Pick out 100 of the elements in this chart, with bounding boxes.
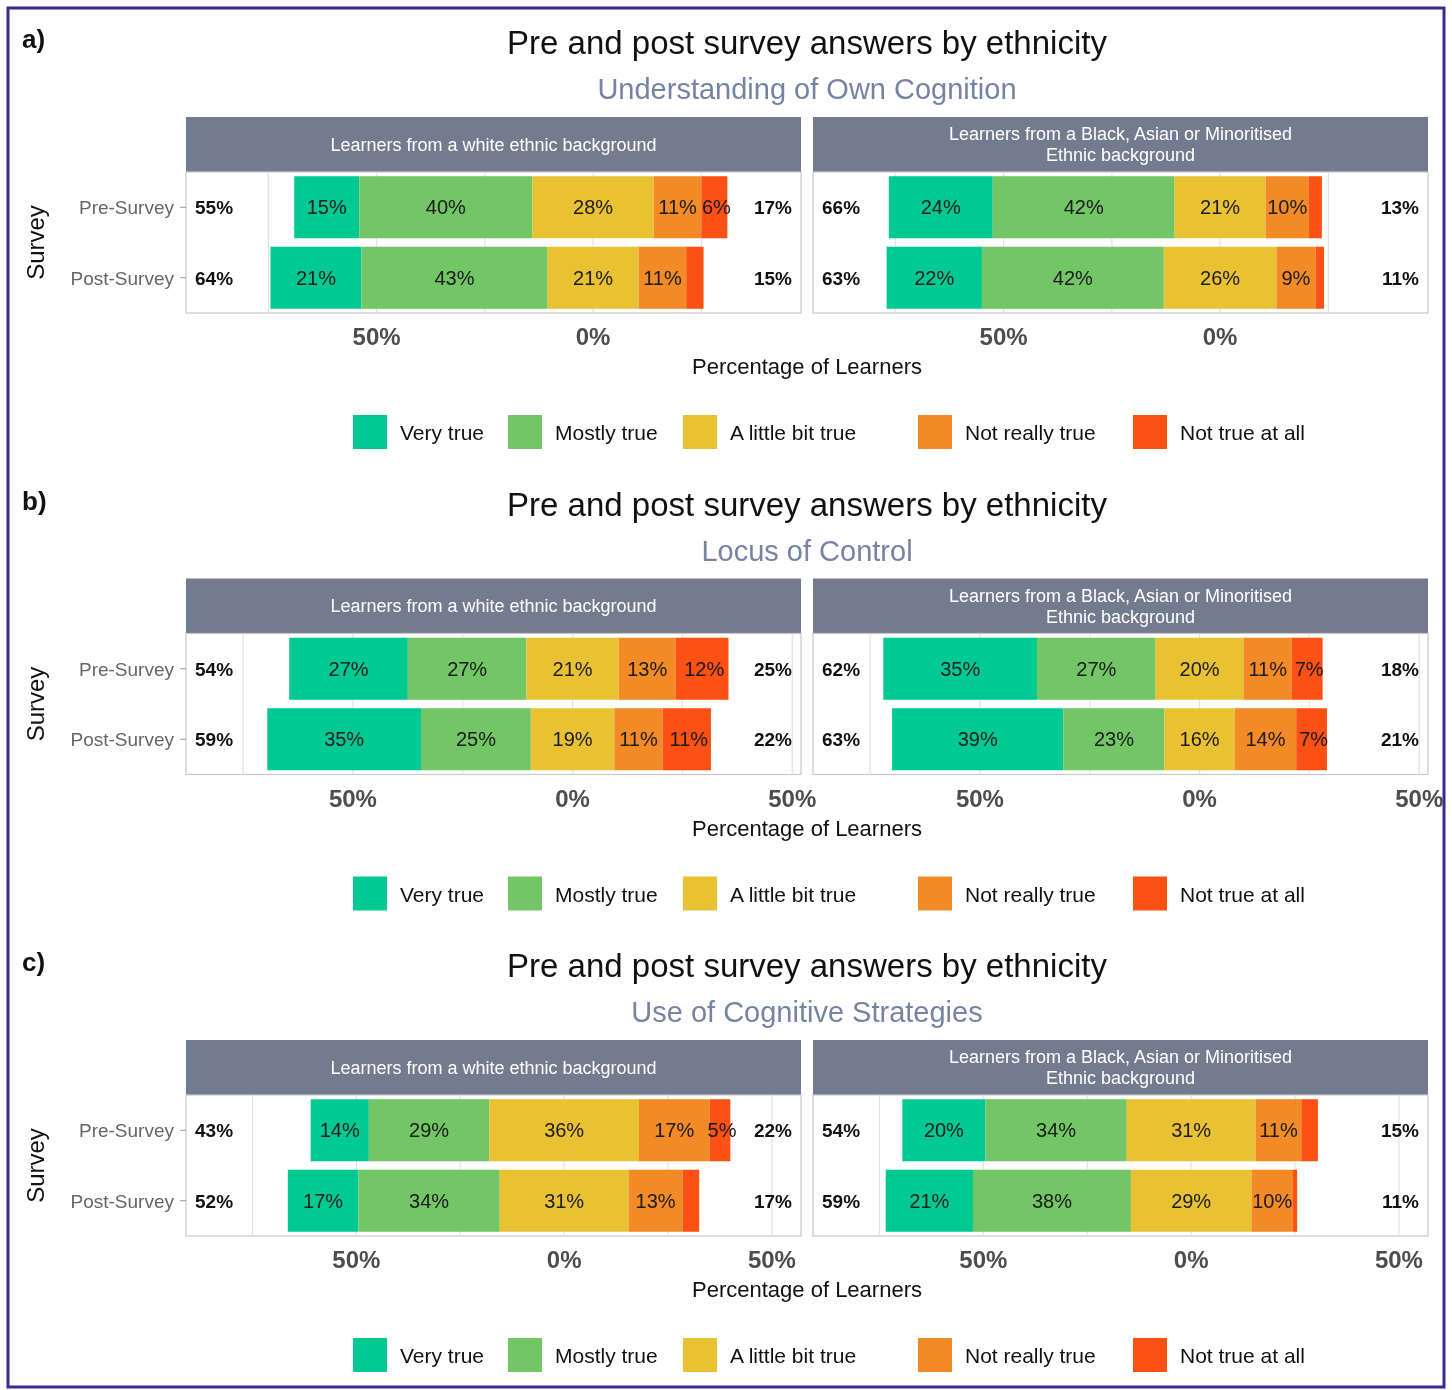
legend-label: A little bit true: [730, 882, 857, 906]
data-label: 17%: [303, 1189, 344, 1212]
bar: [1243, 637, 1292, 700]
bar: [368, 1099, 490, 1162]
annotation: 55%: [195, 197, 234, 219]
data-label: 10%: [1252, 1189, 1293, 1212]
bar: [1292, 1169, 1298, 1232]
x-tick-label: 50%: [328, 784, 377, 812]
data-label: 20%: [1179, 657, 1220, 680]
bar: [981, 246, 1164, 309]
bar: [1063, 708, 1165, 771]
data-label: 11%: [669, 728, 709, 751]
x-tick-label: 50%: [979, 323, 1028, 350]
data-label: 11%: [643, 266, 682, 289]
chart-title: Learners from a white ethnic background: [330, 134, 657, 155]
y-tick-label: Post-Survey: [70, 729, 175, 751]
bar: [972, 1169, 1131, 1232]
data-label: 21%: [1200, 196, 1241, 219]
bar: [294, 176, 360, 239]
data-label: 24%: [920, 196, 961, 219]
bar: [638, 246, 687, 309]
bar: [992, 176, 1175, 239]
y-tick-label: Pre-Survey: [78, 197, 175, 219]
legend-label: Mostly true: [555, 882, 658, 906]
annotation: 64%: [195, 267, 234, 289]
annotation: 15%: [1380, 1120, 1420, 1142]
legend-label: Very true: [400, 421, 485, 444]
annotation: 11%: [1382, 267, 1420, 289]
bar: [1037, 637, 1156, 700]
data-label: 27%: [447, 657, 488, 680]
annotation: 17%: [753, 1190, 793, 1212]
y-tick-label: Pre-Survey: [78, 1120, 175, 1142]
bar: [526, 637, 619, 700]
legend-label: Not really true: [965, 1344, 1096, 1367]
x-tick-label: 0%: [575, 323, 611, 350]
data-label: 25%: [455, 728, 497, 751]
annotation: 22%: [753, 729, 793, 751]
data-label: 35%: [324, 728, 365, 751]
x-tick-label: 0%: [1182, 784, 1217, 812]
legend-label: Very true: [400, 882, 485, 906]
x-axis-title: Percentage of Learners: [692, 815, 922, 841]
bar: [638, 1099, 710, 1162]
bar: [985, 1099, 1127, 1162]
x-tick-label: 50%: [747, 1246, 796, 1273]
x-tick-label: 50%: [959, 1246, 1008, 1273]
data-label: 29%: [1171, 1189, 1212, 1212]
data-label: 27%: [328, 657, 369, 680]
annotation: 59%: [822, 1190, 861, 1212]
data-label: 31%: [1171, 1119, 1212, 1142]
data-label: 42%: [1052, 266, 1094, 289]
bar: [1251, 1169, 1293, 1232]
data-label: 21%: [295, 266, 337, 289]
annotation: 43%: [195, 1120, 234, 1142]
annotation: 66%: [822, 197, 861, 219]
bar: [1155, 637, 1244, 700]
legend-label: Not true at all: [1180, 1344, 1305, 1367]
data-label: 34%: [1036, 1119, 1077, 1142]
data-label: 14%: [1245, 728, 1286, 751]
data-label: 42%: [1063, 196, 1104, 219]
bar: [886, 246, 982, 309]
bar: [902, 1099, 986, 1162]
bar: [662, 708, 711, 771]
annotation: 62%: [822, 658, 861, 680]
annotation: 13%: [1380, 197, 1420, 219]
bar: [888, 176, 993, 239]
x-tick-label: 0%: [1202, 323, 1238, 350]
bar: [267, 708, 422, 771]
bar: [287, 1169, 359, 1232]
x-tick-label: 0%: [1173, 1246, 1209, 1273]
y-tick-label: Post-Survey: [70, 1190, 175, 1212]
annotation: 54%: [195, 658, 234, 680]
bar: [489, 1099, 639, 1162]
legend-label: A little bit true: [730, 421, 857, 444]
bar: [421, 708, 531, 771]
bar: [1174, 176, 1266, 239]
data-label: 11%: [1248, 657, 1288, 680]
x-tick-label: 50%: [332, 1246, 381, 1273]
data-label: 26%: [1200, 266, 1241, 289]
annotation: 22%: [753, 1120, 793, 1142]
bar: [1164, 708, 1235, 771]
bar: [359, 176, 533, 239]
bar: [361, 246, 548, 309]
data-label: 31%: [544, 1189, 585, 1212]
chart-title: Learners from a Black, Asian or Minoritised Ethnic background: [948, 585, 1293, 627]
annotation: 21%: [1380, 729, 1420, 751]
bar: [1130, 1169, 1252, 1232]
legend-label: A little bit true: [730, 1344, 857, 1367]
legend-label: Mostly true: [555, 421, 658, 444]
data-label: 9%: [1281, 266, 1311, 289]
bar: [614, 708, 663, 771]
x-axis-title: Percentage of Learners: [692, 354, 922, 379]
x-tick-label: 0%: [546, 1246, 582, 1273]
data-label: 15%: [306, 196, 347, 219]
bar: [547, 246, 639, 309]
data-label: 13%: [635, 1189, 676, 1212]
annotation: 63%: [822, 729, 861, 751]
annotation: 63%: [822, 267, 861, 289]
chart-title: Learners from a white ethnic background: [330, 1057, 657, 1078]
x-tick-label: 50%: [1374, 1246, 1423, 1273]
data-label: 22%: [914, 266, 955, 289]
